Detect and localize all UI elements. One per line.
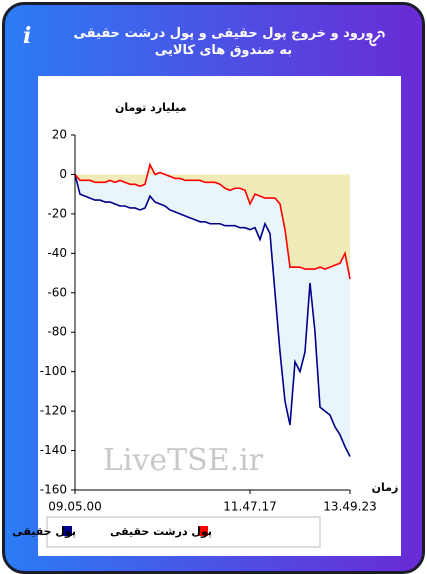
header-title: ورود و خروج پول حقیقی و پول درشت حقیقی ب… [73, 26, 374, 58]
y-tick-label: 0 [59, 167, 67, 181]
y-tick-label: -140 [40, 443, 67, 457]
y-tick-label: -20 [47, 206, 67, 220]
x-axis-label: زمان [372, 481, 399, 494]
x-tick-label: 09.05.00 [48, 500, 101, 514]
area [75, 174, 350, 457]
legend-label: پول درشت حقیقی [110, 525, 212, 538]
legend-swatch [62, 526, 72, 536]
line [74, 174, 351, 457]
y-tick-label: -80 [47, 325, 67, 339]
y-tick-label: -160 [40, 483, 67, 497]
legend-box [46, 516, 321, 548]
area [75, 164, 350, 279]
info-icon: i [23, 23, 32, 49]
y-tick-label: -120 [40, 404, 67, 418]
y-axis-label: میلیارد تومان [115, 101, 187, 114]
legend-label: پول حقیقی [12, 525, 76, 538]
line [74, 162, 351, 280]
y-tick-label: 20 [52, 128, 67, 142]
x-tick-label: 13.49.23 [323, 500, 376, 514]
y-tick-label: -100 [40, 364, 67, 378]
watermark: LiveTSE.ir [103, 443, 264, 478]
legend-swatch [198, 526, 208, 536]
y-tick-label: -40 [47, 246, 67, 260]
y-tick-label: -60 [47, 285, 67, 299]
link-icon [369, 30, 385, 47]
x-tick-label: 11.47.17 [223, 500, 276, 514]
